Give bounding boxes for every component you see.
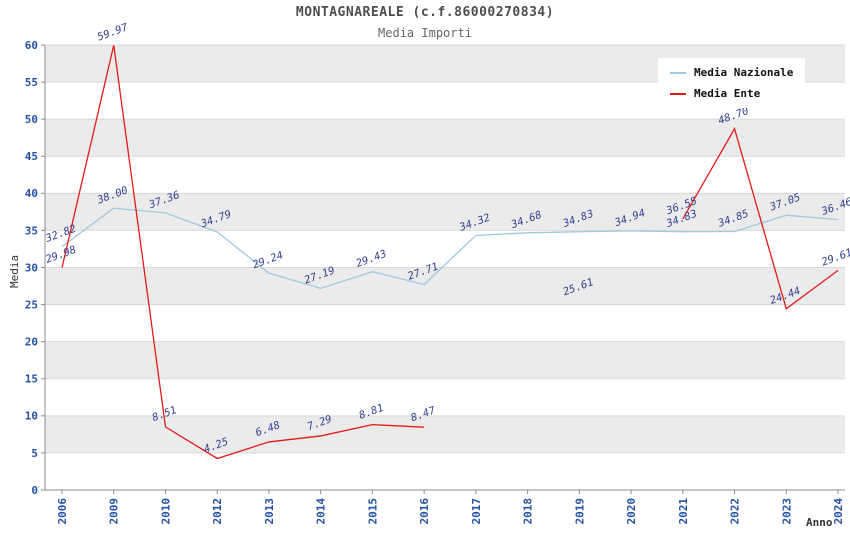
x-tick-label: 2009 [108,498,121,525]
chart-title: MONTAGNAREALE (c.f.86000270834) [295,5,555,20]
y-tick-label: 50 [25,113,38,126]
x-tick-label: 2023 [780,498,793,525]
legend-line-media-ente-icon [670,92,686,95]
x-tick-label: 2014 [315,498,328,525]
data-label: 29.98 [44,244,78,266]
y-tick-label: 30 [25,261,38,274]
x-tick-label: 2015 [366,498,379,525]
x-tick-label: 2022 [729,498,742,525]
x-tick-label: 2021 [677,498,690,525]
x-tick-label: 2018 [522,498,535,525]
y-tick-label: 10 [25,410,38,423]
plot-band [45,341,845,379]
data-label: 29.61 [820,247,850,269]
x-tick-label: 2020 [625,498,638,525]
legend: Media Nazionale Media Ente [658,58,806,108]
y-tick-label: 25 [25,298,38,311]
legend-line-media-nazionale-icon [670,71,686,74]
x-tick-label: 2016 [418,498,431,525]
legend-item-media-nazionale: Media Nazionale [670,66,793,79]
legend-label-media-ente: Media Ente [694,87,761,100]
chart-subtitle: Media Importi [378,26,472,40]
plot-band [45,267,845,305]
y-tick-label: 55 [25,76,38,89]
x-tick-label: 2019 [573,498,586,525]
series-line-media-ente [682,127,839,310]
plot-band [45,119,845,157]
plot-band [45,193,845,231]
x-tick-label: 2024 [832,498,845,525]
legend-item-media-ente: Media Ente [670,87,793,100]
x-tick-label: 2017 [470,498,483,525]
x-tick-label: 2012 [211,498,224,525]
y-tick-label: 40 [25,187,38,200]
series-line-media-nazionale [61,207,839,290]
y-tick-label: 60 [25,39,38,52]
y-tick-label: 0 [31,484,38,497]
y-tick-label: 35 [25,224,38,237]
x-axis-label: Anno [806,516,833,529]
legend-label-media-nazionale: Media Nazionale [694,66,794,79]
y-tick-label: 15 [25,373,38,386]
y-axis-label: Media [8,254,21,288]
y-tick-label: 5 [31,447,38,460]
y-tick-label: 45 [25,150,38,163]
data-label: 29.43 [354,248,388,270]
x-tick-label: 2010 [159,498,172,525]
x-tick-label: 2013 [263,498,276,525]
y-tick-label: 20 [25,336,38,349]
x-tick-label: 2006 [56,498,69,525]
series-line-media-ente [61,45,425,460]
